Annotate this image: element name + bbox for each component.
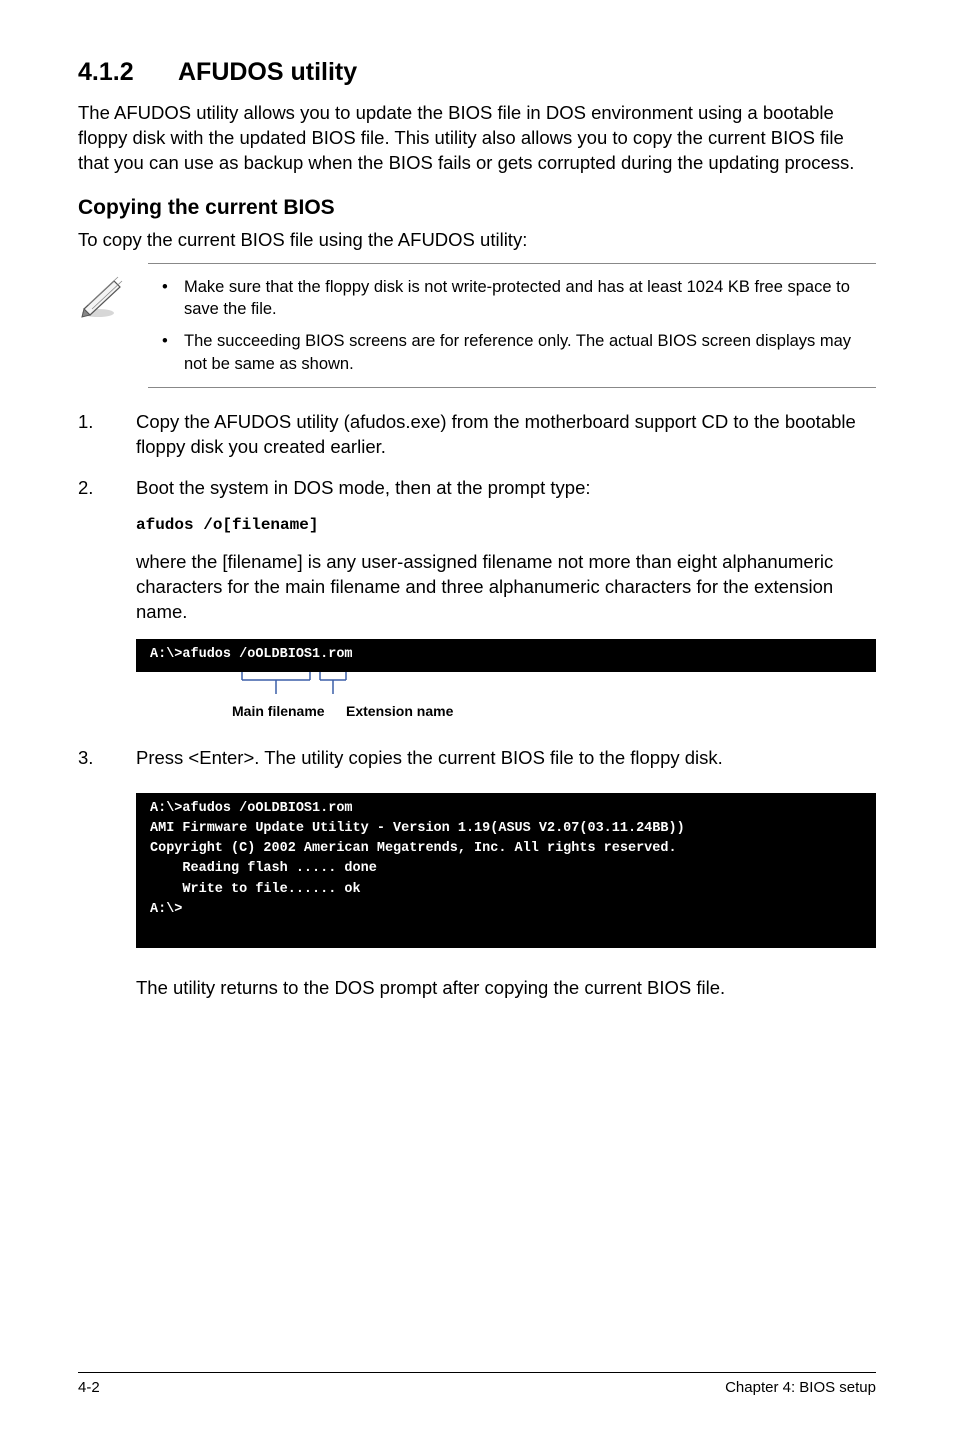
subsection-intro: To copy the current BIOS file using the … [78, 228, 876, 253]
page-footer: 4-2 Chapter 4: BIOS setup [78, 1372, 876, 1396]
pencil-note-icon [78, 263, 148, 319]
intro-paragraph: The AFUDOS utility allows you to update … [78, 101, 876, 176]
step-paragraph: The utility returns to the DOS prompt af… [136, 976, 876, 1001]
note-content: Make sure that the floppy disk is not wr… [148, 263, 876, 388]
section-heading: 4.1.2AFUDOS utility [78, 58, 876, 87]
section-title: AFUDOS utility [178, 58, 357, 86]
step-item: Press <Enter>. The utility copies the cu… [78, 746, 876, 1001]
steps-list: Copy the AFUDOS utility (afudos.exe) fro… [78, 410, 876, 1001]
code-command: afudos /o[filename] [136, 515, 876, 537]
step-text: Press <Enter>. The utility copies the cu… [136, 747, 723, 768]
section-number: 4.1.2 [78, 58, 178, 87]
callout-extension-name: Extension name [346, 702, 453, 721]
step-item: Boot the system in DOS mode, then at the… [78, 476, 876, 728]
note-item: Make sure that the floppy disk is not wr… [148, 276, 876, 321]
callout-main-filename: Main filename [232, 702, 325, 721]
note-block: Make sure that the floppy disk is not wr… [78, 263, 876, 388]
chapter-label: Chapter 4: BIOS setup [725, 1379, 876, 1396]
step-paragraph: where the [filename] is any user-assigne… [136, 550, 876, 625]
step-text: Boot the system in DOS mode, then at the… [136, 477, 591, 498]
subsection-heading: Copying the current BIOS [78, 196, 876, 220]
callout-diagram: Main filename Extension name [136, 680, 876, 728]
terminal-output: A:\>afudos /oOLDBIOS1.rom AMI Firmware U… [136, 793, 876, 949]
step-item: Copy the AFUDOS utility (afudos.exe) fro… [78, 410, 876, 460]
step-text: Copy the AFUDOS utility (afudos.exe) fro… [136, 411, 856, 457]
note-item: The succeeding BIOS screens are for refe… [148, 330, 876, 375]
terminal-output: A:\>afudos /oOLDBIOS1.rom [136, 639, 876, 671]
page-number: 4-2 [78, 1379, 100, 1396]
